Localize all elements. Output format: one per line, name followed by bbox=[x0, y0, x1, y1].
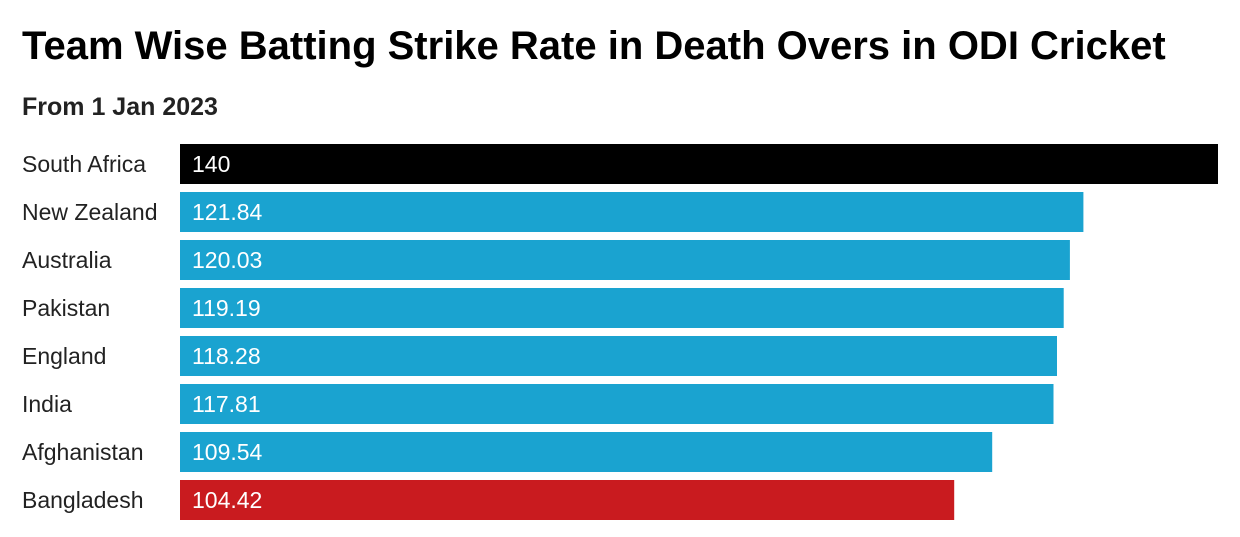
value-label-england: 118.28 bbox=[192, 343, 261, 369]
chart-subtitle: From 1 Jan 2023 bbox=[22, 93, 218, 121]
category-label-afghanistan: Afghanistan bbox=[22, 439, 143, 465]
bar-south-africa bbox=[180, 144, 1218, 184]
value-label-new-zealand: 121.84 bbox=[192, 199, 263, 225]
category-label-australia: Australia bbox=[22, 247, 112, 273]
category-label-pakistan: Pakistan bbox=[22, 295, 110, 321]
value-label-australia: 120.03 bbox=[192, 247, 262, 273]
bar-bangladesh bbox=[180, 480, 955, 520]
value-label-india: 117.81 bbox=[192, 391, 261, 417]
bar-england bbox=[180, 336, 1057, 376]
category-label-india: India bbox=[22, 391, 72, 417]
bar-pakistan bbox=[180, 288, 1064, 328]
value-label-afghanistan: 109.54 bbox=[192, 439, 263, 465]
bar-afghanistan bbox=[180, 432, 993, 472]
category-label-new-zealand: New Zealand bbox=[22, 199, 158, 225]
category-label-south-africa: South Africa bbox=[22, 151, 146, 177]
value-label-bangladesh: 104.42 bbox=[192, 487, 262, 513]
category-label-bangladesh: Bangladesh bbox=[22, 487, 144, 513]
chart-title: Team Wise Batting Strike Rate in Death O… bbox=[22, 24, 1166, 68]
bar-india bbox=[180, 384, 1054, 424]
category-label-england: England bbox=[22, 343, 106, 369]
bar-new-zealand bbox=[180, 192, 1084, 232]
bar-australia bbox=[180, 240, 1070, 280]
value-label-pakistan: 119.19 bbox=[192, 295, 261, 321]
value-label-south-africa: 140 bbox=[192, 151, 230, 177]
